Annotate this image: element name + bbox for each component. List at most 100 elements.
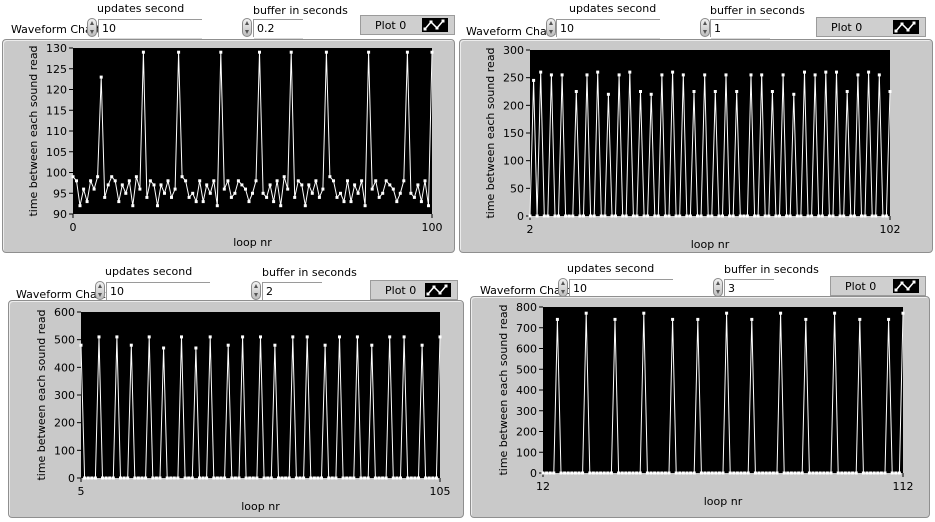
- data-point: [154, 476, 158, 480]
- updates-per-second-label: updates second: [97, 2, 185, 15]
- buffer-spinner[interactable]: [242, 18, 252, 37]
- y-tick-label: 200: [54, 417, 75, 430]
- data-point: [248, 476, 252, 480]
- data-point: [671, 70, 675, 74]
- data-point: [191, 191, 195, 195]
- data-point: [596, 70, 600, 74]
- plot-legend[interactable]: Plot 0: [816, 17, 926, 37]
- data-point: [384, 179, 388, 183]
- data-point: [316, 476, 320, 480]
- data-point: [760, 73, 764, 77]
- data-point: [395, 476, 399, 480]
- updates-per-second-label: updates second: [567, 262, 655, 275]
- data-point: [724, 73, 728, 77]
- plot-line-style-icon[interactable]: [893, 20, 919, 34]
- data-point: [124, 191, 128, 195]
- data-point: [251, 191, 254, 195]
- data-point: [824, 70, 828, 74]
- data-point: [177, 50, 181, 54]
- data-point: [268, 183, 272, 187]
- data-point: [86, 476, 90, 480]
- y-tick-label: 600: [54, 306, 75, 319]
- y-tick-label: 250: [503, 72, 524, 85]
- data-point: [786, 471, 790, 475]
- data-point: [842, 214, 846, 218]
- data-point: [813, 73, 817, 77]
- data-point: [79, 343, 83, 347]
- plot-legend[interactable]: Plot 0: [830, 276, 926, 296]
- y-axis-label: time between each sound read: [497, 304, 510, 475]
- data-point: [778, 214, 781, 218]
- data-point: [101, 476, 104, 480]
- data-point: [573, 471, 577, 475]
- plot-legend[interactable]: Plot 0: [360, 15, 455, 35]
- buffer-spinner[interactable]: [251, 281, 261, 300]
- data-point: [261, 191, 265, 195]
- data-point: [571, 214, 575, 218]
- data-point: [852, 214, 856, 218]
- y-tick-label: 50: [510, 182, 524, 195]
- data-point: [140, 476, 144, 480]
- updates-spinner[interactable]: [95, 281, 105, 300]
- data-point: [609, 471, 613, 475]
- data-point: [215, 476, 219, 480]
- data-point: [721, 471, 725, 475]
- data-point: [667, 471, 671, 475]
- x-tick-label: 100: [422, 221, 443, 234]
- plot-legend[interactable]: Plot 0: [370, 280, 458, 300]
- data-point: [427, 476, 431, 480]
- plot-line-style-icon[interactable]: [893, 279, 919, 293]
- data-point: [184, 179, 188, 183]
- data-point: [793, 471, 797, 475]
- data-point: [731, 214, 735, 218]
- data-point: [180, 335, 183, 339]
- y-tick-label: 0: [530, 467, 537, 480]
- data-point: [284, 476, 288, 480]
- data-point: [689, 471, 693, 475]
- data-point: [725, 311, 729, 315]
- data-point: [614, 214, 617, 218]
- data-point: [398, 191, 402, 195]
- data-point: [75, 179, 78, 183]
- data-point: [674, 471, 678, 475]
- data-point: [384, 476, 388, 480]
- data-point: [332, 179, 335, 183]
- data-point: [592, 214, 596, 218]
- data-point: [103, 195, 107, 199]
- data-point: [753, 214, 757, 218]
- data-point: [388, 183, 392, 187]
- data-point: [713, 90, 717, 93]
- data-point: [162, 346, 166, 350]
- y-tick-label: 500: [516, 363, 537, 376]
- buffer-seconds-label: buffer in seconds: [710, 4, 805, 17]
- data-point: [660, 73, 664, 77]
- data-point: [858, 317, 862, 321]
- data-point: [803, 70, 806, 74]
- updates-per-second-label: updates second: [105, 265, 193, 278]
- buffer-spinner[interactable]: [700, 18, 710, 37]
- plot-line-style-icon[interactable]: [425, 283, 451, 297]
- data-point: [735, 90, 739, 93]
- updates-spinner[interactable]: [546, 18, 556, 37]
- data-point: [219, 50, 223, 54]
- data-point: [764, 471, 768, 475]
- updates-spinner[interactable]: [87, 18, 97, 37]
- data-point: [391, 476, 395, 480]
- data-point: [581, 471, 585, 475]
- data-point: [349, 200, 353, 204]
- data-point: [296, 179, 300, 183]
- data-point: [888, 90, 892, 93]
- data-point: [589, 214, 593, 218]
- data-point: [298, 476, 302, 480]
- data-point: [119, 476, 122, 480]
- plot-line-style-icon[interactable]: [422, 18, 448, 32]
- data-point: [685, 214, 689, 218]
- data-point: [591, 471, 595, 475]
- data-point: [901, 311, 905, 315]
- data-point: [183, 476, 187, 480]
- data-point: [320, 476, 323, 480]
- data-point: [883, 471, 887, 475]
- data-point: [236, 179, 240, 183]
- data-point: [717, 214, 721, 218]
